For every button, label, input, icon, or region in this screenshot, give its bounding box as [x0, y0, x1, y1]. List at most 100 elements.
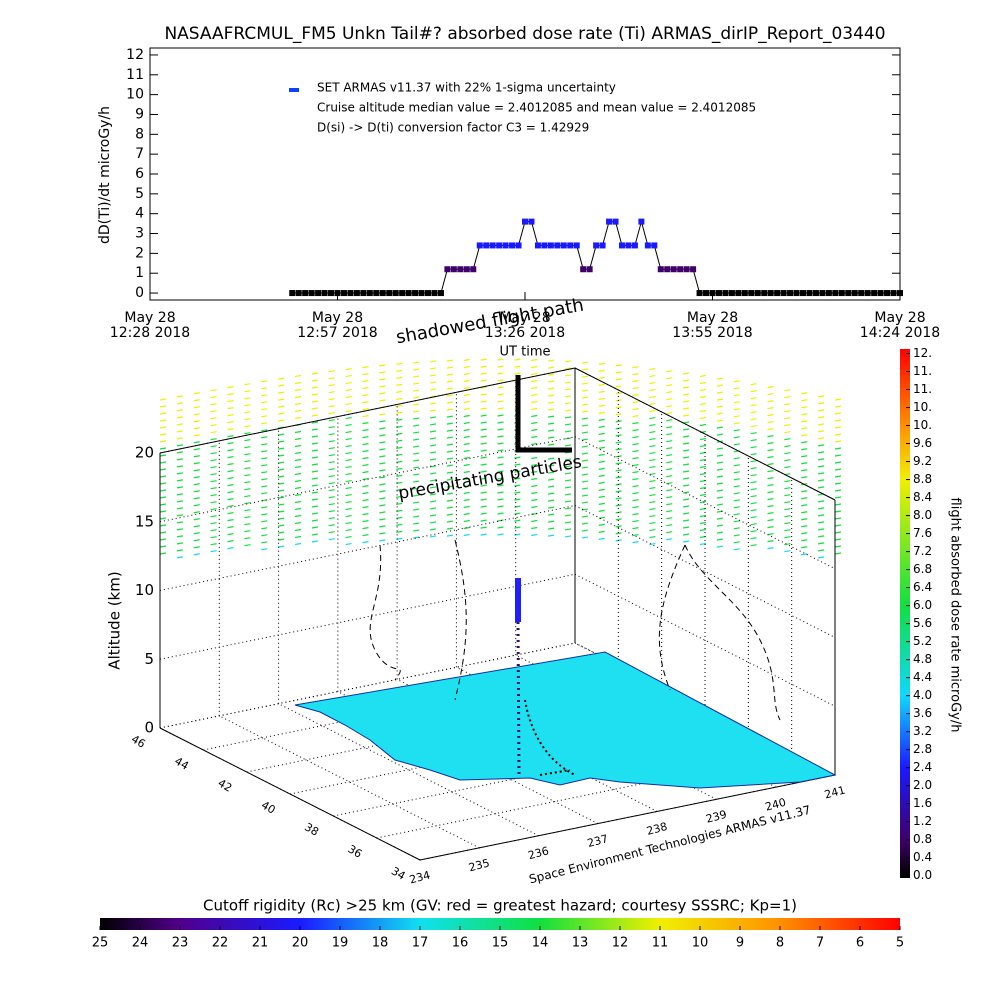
dose-dash — [227, 498, 234, 501]
dose-dash — [244, 544, 251, 547]
dose-dash — [683, 372, 690, 375]
dose-dash — [311, 393, 318, 396]
dose-dash — [699, 437, 707, 441]
dose-dash — [278, 440, 285, 443]
data-point — [457, 266, 464, 273]
dose-dash — [666, 370, 673, 373]
dose-dash — [683, 456, 690, 459]
dose-dash — [497, 477, 504, 480]
dose-dash — [244, 383, 251, 386]
dose-dash — [294, 444, 302, 448]
dose-dash — [666, 384, 673, 387]
dose-dash — [159, 433, 167, 436]
colorbar-tick-label: 6.8 — [913, 562, 932, 576]
dose-dash — [716, 433, 723, 436]
dose-dash — [548, 359, 555, 362]
data-point — [463, 266, 470, 273]
dose-dash — [159, 475, 167, 478]
dose-dash — [834, 475, 842, 478]
data-point — [800, 290, 807, 297]
dose-dash — [227, 547, 234, 550]
dose-dash — [429, 451, 437, 454]
dose-dash — [379, 490, 386, 493]
dose-dash — [818, 472, 825, 475]
dose-dash — [362, 422, 369, 425]
dose-dash — [497, 484, 504, 487]
dose-dash — [683, 533, 690, 536]
dose-dash — [683, 386, 690, 389]
colorbar-tick-label: 21 — [252, 936, 269, 951]
dose-dash — [227, 484, 234, 487]
dose-dash — [733, 401, 740, 404]
dose-dash — [598, 502, 605, 505]
y-tick-label: 9 — [135, 106, 144, 122]
dose-dash — [446, 422, 453, 425]
dose-dash — [294, 374, 302, 378]
x-axis-label: UT time — [500, 345, 551, 360]
dose-dash — [244, 418, 251, 421]
y-tick-label: 6 — [135, 166, 144, 182]
dose-dash — [311, 477, 318, 480]
dose-dash — [480, 421, 487, 424]
y-tick-label: 3 — [135, 226, 144, 242]
data-point — [748, 290, 755, 297]
dose-dash — [328, 440, 335, 443]
dose-dash — [294, 542, 302, 546]
data-point — [606, 218, 613, 225]
dose-dash — [531, 505, 538, 509]
dose-dash — [750, 418, 757, 421]
dose-dash — [311, 407, 318, 410]
data-point — [897, 290, 903, 297]
dose-dash — [345, 521, 352, 525]
dose-dash — [497, 456, 504, 459]
dose-dash — [666, 454, 673, 457]
dose-dash — [210, 459, 217, 462]
data-point — [302, 290, 309, 297]
annotation: precipitating particles — [397, 452, 584, 504]
colorbar-tick-label: 2.4 — [913, 760, 932, 774]
dose-dash — [514, 484, 521, 487]
dose-dash — [413, 361, 420, 364]
dose-dash — [784, 515, 791, 518]
dose-dash — [649, 493, 656, 497]
dose-dash — [193, 483, 200, 486]
dose-dash — [244, 411, 251, 414]
dose-dash — [159, 461, 167, 464]
dose-dash — [767, 505, 774, 508]
dose-dash — [531, 533, 538, 537]
dose-dash — [767, 463, 774, 466]
dose-dash — [227, 491, 234, 494]
dose-dash — [328, 398, 335, 401]
dose-dash — [632, 408, 639, 411]
dose-dash — [801, 448, 808, 451]
dose-dash — [733, 527, 740, 530]
dose-dash — [193, 462, 200, 465]
dose-dash — [531, 407, 538, 411]
z-tick-label: 10 — [135, 581, 154, 599]
dose-dash — [615, 469, 622, 472]
dose-dash — [699, 528, 707, 532]
dose-dash — [429, 479, 437, 482]
data-point — [425, 290, 432, 297]
dose-dash — [362, 380, 369, 383]
dose-dash — [581, 480, 588, 483]
x-tick-label: 14:24 2018 — [860, 325, 940, 341]
dose-dash — [345, 465, 352, 469]
dose-dash — [328, 391, 335, 394]
dose-dash — [294, 430, 302, 434]
dose-dash — [446, 506, 453, 509]
data-point — [541, 242, 548, 249]
dose-dash — [531, 470, 538, 474]
dose-dash — [261, 401, 268, 404]
dose-dash — [683, 505, 690, 508]
dose-dash — [683, 442, 690, 445]
dose-dash — [818, 451, 825, 454]
dose-dash — [598, 432, 605, 435]
dose-dash — [362, 499, 369, 502]
dose-dash — [413, 452, 420, 455]
data-point — [851, 290, 858, 297]
dose-dash — [446, 408, 453, 411]
dose-dash — [311, 540, 318, 543]
dose-dash — [784, 529, 791, 532]
colorbar-tick-label: 11. — [913, 364, 932, 378]
